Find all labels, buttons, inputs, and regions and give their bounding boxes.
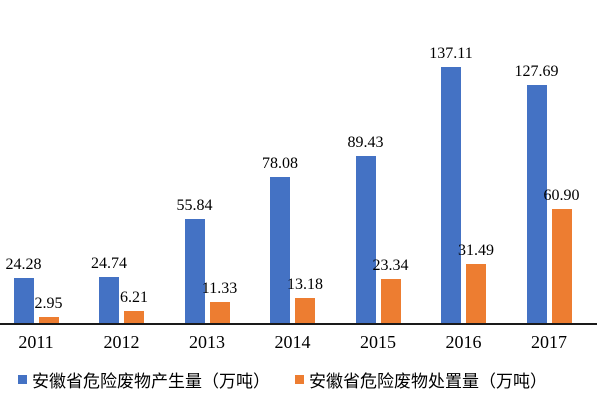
legend-marker-disposal-icon	[295, 374, 304, 384]
x-tick-label: 2017	[531, 332, 567, 352]
disposal-bar	[466, 264, 486, 323]
disposal-value-label: 6.21	[120, 289, 148, 306]
disposal-value-label: 23.34	[372, 257, 409, 274]
x-tick-label: 2012	[103, 332, 140, 352]
production-bar	[355, 156, 376, 323]
disposal-bar	[124, 311, 144, 323]
disposal-bar	[38, 317, 59, 323]
production-value-label: 78.08	[262, 155, 298, 172]
x-tick-label: 2014	[274, 332, 311, 352]
x-axis-line	[0, 323, 597, 325]
production-value-label: 24.74	[91, 255, 127, 272]
production-bar	[13, 278, 34, 323]
x-tick-label: 2015	[360, 332, 396, 352]
production-bar	[184, 219, 205, 323]
production-bar	[441, 67, 461, 323]
legend-marker-production-icon	[18, 374, 27, 384]
production-value-label: 55.84	[176, 197, 213, 214]
production-bar	[526, 85, 547, 323]
production-value-label: 137.11	[429, 45, 473, 62]
disposal-value-label: 2.95	[34, 295, 63, 312]
production-bar	[99, 277, 119, 323]
legend-item-disposal: 安徽省危险废物处置量（万吨）	[295, 367, 547, 391]
production-value-label: 24.28	[5, 256, 42, 273]
production-bar	[270, 177, 290, 323]
legend-item-production: 安徽省危险废物产生量（万吨）	[18, 367, 270, 391]
legend: 安徽省危险废物产生量（万吨） 安徽省危险废物处置量（万吨）	[0, 367, 600, 391]
disposal-bar	[295, 298, 315, 323]
disposal-value-label: 11.33	[201, 280, 238, 297]
disposal-bar	[209, 302, 230, 323]
disposal-value-label: 60.90	[543, 187, 580, 204]
x-tick-label: 2011	[18, 332, 54, 352]
legend-label-production: 安徽省危险废物产生量（万吨）	[32, 371, 270, 391]
production-value-label: 127.69	[514, 63, 559, 80]
legend-label-disposal: 安徽省危险废物处置量（万吨）	[309, 371, 547, 391]
disposal-value-label: 31.49	[458, 242, 494, 259]
disposal-bar	[380, 279, 401, 323]
x-tick-label: 2013	[189, 332, 225, 352]
disposal-bar	[551, 209, 572, 323]
production-value-label: 89.43	[347, 134, 384, 151]
disposal-value-label: 13.18	[287, 276, 323, 293]
x-tick-label: 2016	[445, 332, 482, 352]
